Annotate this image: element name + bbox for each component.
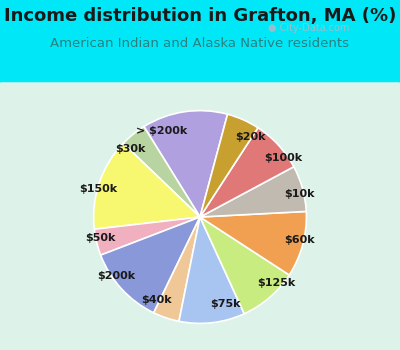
Wedge shape: [123, 127, 200, 217]
Wedge shape: [154, 217, 200, 321]
Text: ● City-Data.com: ● City-Data.com: [268, 23, 349, 33]
Text: $30k: $30k: [115, 144, 145, 154]
Wedge shape: [179, 217, 244, 323]
FancyBboxPatch shape: [0, 82, 400, 350]
Text: $10k: $10k: [284, 189, 314, 198]
Wedge shape: [101, 217, 200, 313]
Text: $100k: $100k: [264, 153, 302, 163]
Wedge shape: [200, 211, 306, 275]
Wedge shape: [200, 217, 289, 314]
Text: $60k: $60k: [284, 234, 315, 245]
Text: $150k: $150k: [79, 184, 117, 194]
Text: Income distribution in Grafton, MA (%): Income distribution in Grafton, MA (%): [4, 7, 396, 25]
Text: $200k: $200k: [98, 271, 136, 281]
Text: > $200k: > $200k: [136, 126, 187, 136]
Text: $20k: $20k: [236, 132, 266, 142]
Wedge shape: [200, 114, 258, 217]
Wedge shape: [94, 144, 200, 229]
Text: $40k: $40k: [142, 295, 172, 305]
Wedge shape: [144, 111, 228, 217]
Wedge shape: [200, 128, 294, 217]
Wedge shape: [94, 217, 200, 255]
Wedge shape: [200, 167, 306, 217]
Text: $50k: $50k: [85, 233, 115, 243]
Text: $75k: $75k: [210, 299, 240, 309]
Text: $125k: $125k: [257, 278, 295, 288]
Text: American Indian and Alaska Native residents: American Indian and Alaska Native reside…: [50, 37, 350, 50]
